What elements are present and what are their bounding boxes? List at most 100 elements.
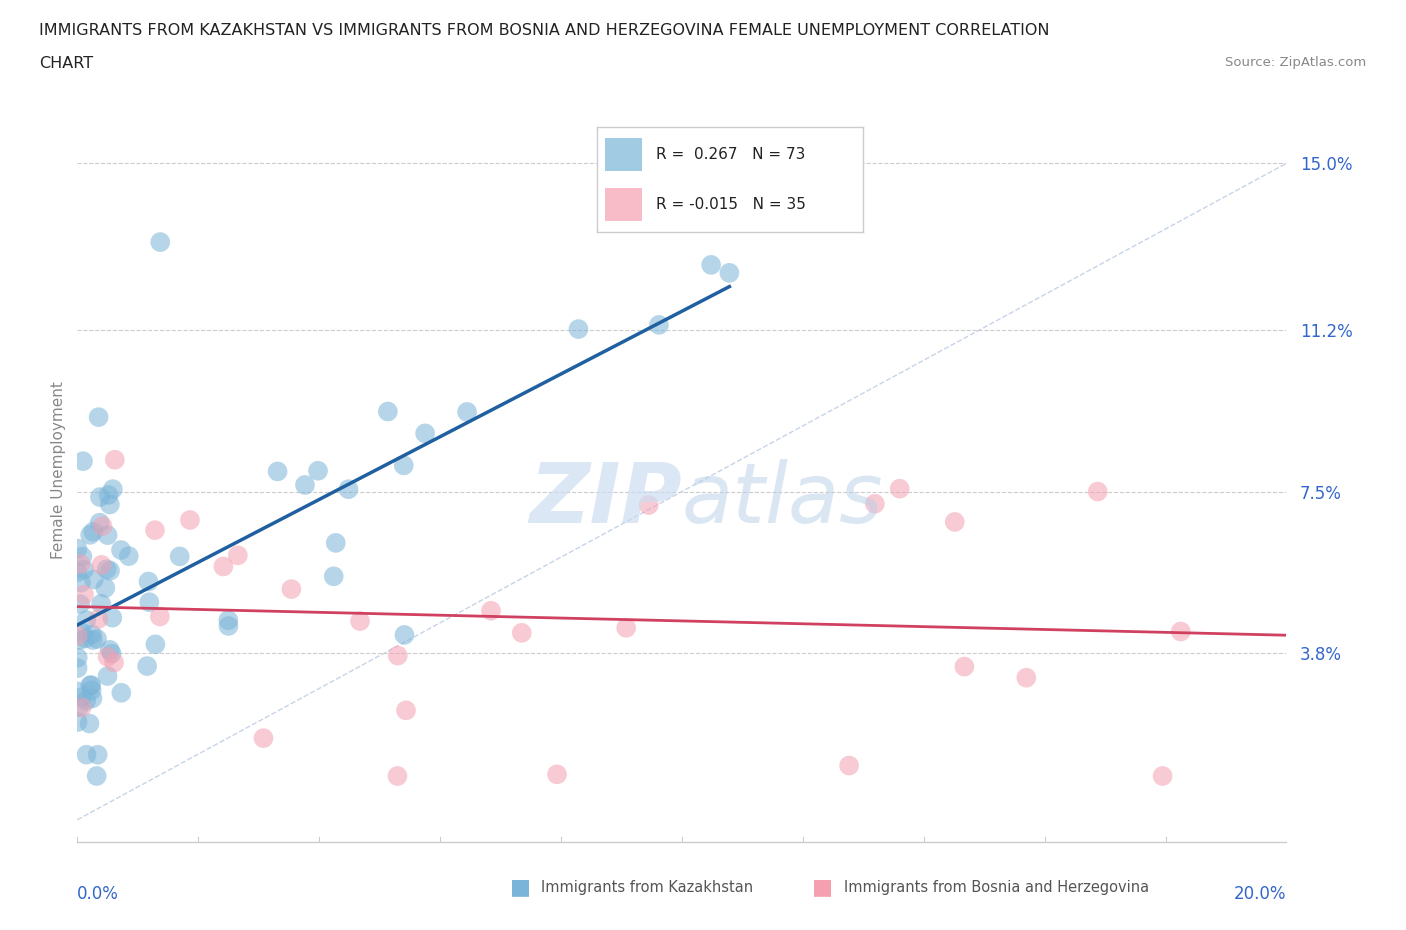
Point <box>614 620 637 635</box>
Point <box>69 556 91 571</box>
Point <box>87 410 110 425</box>
Point <box>567 322 589 337</box>
Point <box>394 628 416 643</box>
Point <box>82 632 104 647</box>
Point <box>75 613 97 628</box>
Point <box>97 649 120 664</box>
Point <box>648 317 671 332</box>
Point <box>1087 485 1109 499</box>
Point <box>103 655 125 670</box>
Point <box>89 489 111 504</box>
Point <box>110 542 132 557</box>
Point <box>75 631 97 646</box>
Point <box>226 548 249 563</box>
Point <box>637 498 659 512</box>
Point <box>1152 768 1174 783</box>
Point <box>96 562 118 577</box>
Point <box>83 572 105 587</box>
Point <box>86 631 108 646</box>
Point <box>97 487 120 502</box>
Point <box>1170 624 1192 639</box>
Point <box>72 454 94 469</box>
Text: Immigrants from Bosnia and Herzegovina: Immigrants from Bosnia and Herzegovina <box>844 880 1149 895</box>
Y-axis label: Female Unemployment: Female Unemployment <box>51 380 66 559</box>
Point <box>79 716 101 731</box>
Point <box>294 477 316 492</box>
Point <box>392 458 415 472</box>
Point <box>149 609 172 624</box>
Point <box>86 748 108 763</box>
Point <box>72 549 94 564</box>
Point <box>218 618 240 633</box>
Point <box>337 482 360 497</box>
Point <box>718 265 741 280</box>
Point <box>98 497 121 512</box>
Point <box>510 625 533 640</box>
Point <box>100 646 122 661</box>
Point <box>66 684 89 698</box>
Point <box>79 678 101 693</box>
Point <box>94 580 117 595</box>
Point <box>101 482 124 497</box>
Point <box>91 519 114 534</box>
Point <box>66 565 89 579</box>
Point <box>169 549 191 564</box>
Point <box>307 463 329 478</box>
Point <box>75 693 97 708</box>
Point <box>87 611 110 626</box>
Text: ZIP: ZIP <box>529 458 682 540</box>
Point <box>889 481 911 496</box>
Point <box>80 678 103 693</box>
Point <box>86 768 108 783</box>
Text: 0.0%: 0.0% <box>77 885 120 903</box>
Point <box>66 541 89 556</box>
Point <box>138 574 160 589</box>
Point <box>953 659 976 674</box>
Point <box>863 497 886 512</box>
Point <box>252 731 274 746</box>
Text: atlas: atlas <box>682 458 883 540</box>
Point <box>96 669 118 684</box>
Point <box>377 404 399 418</box>
Point <box>838 758 860 773</box>
Point <box>266 464 288 479</box>
Point <box>70 576 93 591</box>
Point <box>349 614 371 629</box>
Point <box>136 658 159 673</box>
Text: Source: ZipAtlas.com: Source: ZipAtlas.com <box>1226 56 1367 69</box>
Point <box>217 613 239 628</box>
Point <box>73 588 96 603</box>
Point <box>546 767 568 782</box>
Point <box>66 714 89 729</box>
Point <box>149 234 172 249</box>
Point <box>69 597 91 612</box>
Point <box>73 563 96 578</box>
Text: Immigrants from Kazakhstan: Immigrants from Kazakhstan <box>541 880 754 895</box>
Text: CHART: CHART <box>39 56 93 71</box>
Point <box>212 559 235 574</box>
Point <box>387 648 409 663</box>
Point <box>70 690 93 705</box>
Point <box>456 405 478 419</box>
Text: ■: ■ <box>813 877 832 897</box>
Point <box>104 452 127 467</box>
Point <box>67 699 90 714</box>
Point <box>138 595 160 610</box>
Point <box>66 660 89 675</box>
Text: IMMIGRANTS FROM KAZAKHSTAN VS IMMIGRANTS FROM BOSNIA AND HERZEGOVINA FEMALE UNEM: IMMIGRANTS FROM KAZAKHSTAN VS IMMIGRANTS… <box>39 23 1050 38</box>
Point <box>90 596 112 611</box>
Point <box>69 632 91 647</box>
Point <box>101 610 124 625</box>
Point <box>80 627 103 642</box>
Point <box>70 625 93 640</box>
Point <box>90 557 112 572</box>
Point <box>96 527 118 542</box>
Point <box>110 685 132 700</box>
Point <box>280 581 302 596</box>
Point <box>387 768 409 783</box>
Point <box>98 564 121 578</box>
Point <box>145 637 167 652</box>
Point <box>325 536 347 551</box>
Point <box>479 604 502 618</box>
Point <box>66 629 89 644</box>
